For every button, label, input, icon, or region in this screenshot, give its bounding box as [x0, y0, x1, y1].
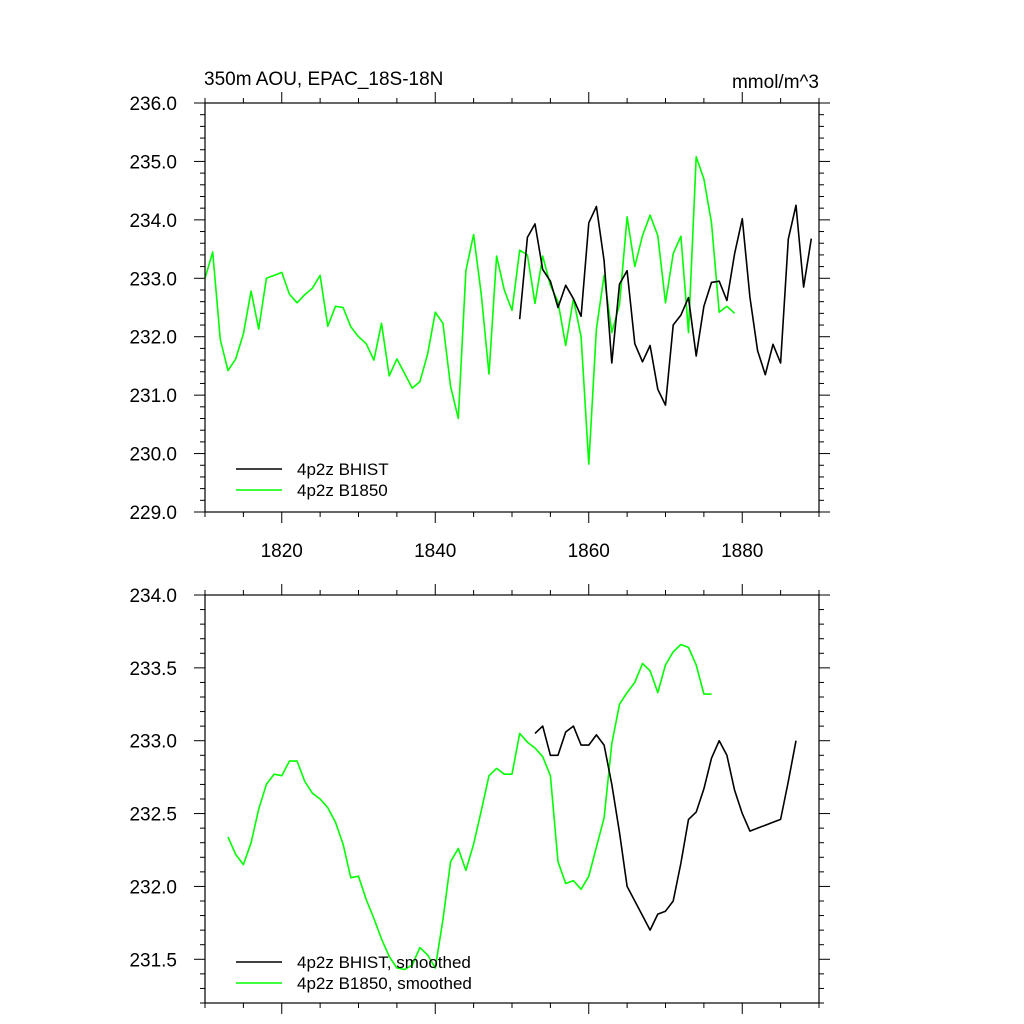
top-legend: 4p2z BHIST 4p2z B1850 — [236, 460, 389, 500]
bottom-axis-ticks: 231.5 232.0 232.5 233.0 233.5 234.0 — [129, 584, 830, 1014]
y-tick-label: 235.0 — [129, 152, 177, 173]
x-tick-label: 1860 — [568, 541, 610, 562]
y-tick-label: 234.0 — [129, 211, 177, 232]
bottom-legend: 4p2z BHIST, smoothed 4p2z B1850, smoothe… — [236, 953, 472, 993]
bottom-panel: 231.5 232.0 232.5 233.0 233.5 234.0 4p2z BHIS… — [129, 584, 830, 1014]
units-label: mmol/m^3 — [732, 72, 819, 93]
series-line-4p2z-b1850 — [204, 156, 736, 465]
y-tick-label: 230.0 — [129, 445, 177, 466]
series-line-4p2z-bhist-smoothed — [534, 725, 797, 931]
legend-label-bhist: 4p2z BHIST — [297, 460, 389, 479]
top-axis-ticks: 1820 1840 1860 1880 229.0 230.0 231.0 232.0 233.… — [129, 92, 830, 562]
x-tick-label: 1880 — [721, 541, 763, 562]
y-tick-label: 231.0 — [129, 386, 177, 407]
y-tick-label: 233.0 — [129, 732, 177, 753]
bottom-plot-frame — [204, 594, 820, 1004]
legend-label-b1850-smoothed: 4p2z B1850, smoothed — [297, 974, 472, 993]
y-tick-label: 233.0 — [129, 269, 177, 290]
y-tick-label: 232.0 — [129, 877, 177, 898]
y-tick-label: 236.0 — [129, 94, 177, 115]
y-tick-label: 229.0 — [129, 503, 177, 524]
y-tick-label: 232.5 — [129, 805, 177, 826]
x-tick-label: 1820 — [261, 541, 303, 562]
series-line-4p2z-b1850-smoothed — [227, 643, 712, 971]
chart-title: 350m AOU, EPAC_18S-18N — [204, 69, 443, 90]
legend-label-bhist-smoothed: 4p2z BHIST, smoothed — [297, 953, 471, 972]
y-tick-label: 234.0 — [129, 586, 177, 607]
y-tick-label: 233.5 — [129, 659, 177, 680]
top-plot-area — [204, 156, 813, 465]
legend-label-b1850: 4p2z B1850 — [297, 481, 388, 500]
y-tick-label: 232.0 — [129, 328, 177, 349]
bottom-plot-area — [227, 643, 797, 971]
x-tick-label: 1840 — [414, 541, 456, 562]
series-line-4p2z-bhist — [518, 204, 813, 406]
top-panel: 350m AOU, EPAC_18S-18N mmol/m^3 1820 1840… — [129, 69, 830, 562]
y-tick-label: 231.5 — [129, 950, 177, 971]
top-plot-frame — [204, 102, 820, 513]
